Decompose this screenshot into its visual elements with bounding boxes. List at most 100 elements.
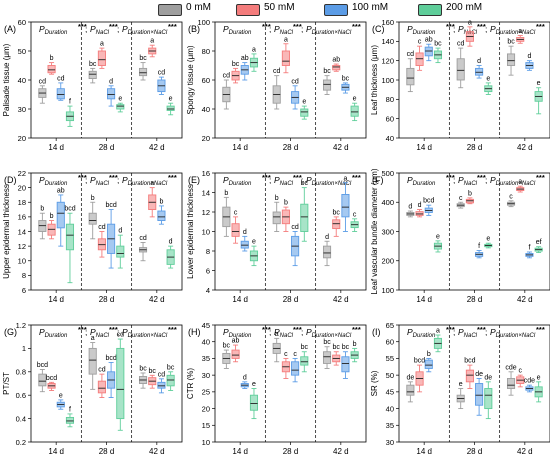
x-tick-label: 28 d — [467, 447, 483, 456]
y-tick-label: 30 — [386, 438, 394, 447]
significance-letter: d — [109, 78, 113, 85]
panel-label: (H) — [188, 327, 201, 337]
legend-label: 200 mM — [446, 2, 483, 13]
y-axis-label: Upper epidermal thickness — [2, 184, 11, 279]
x-tick-label: 42 d — [517, 143, 533, 152]
panel-e: 4 6 8 10 12 14 16 Lower epidermal thickness(E) 1… — [186, 169, 367, 304]
p-nacl-label: PNaCl — [458, 175, 478, 187]
x-tick-label: 14 d — [416, 447, 432, 456]
stat-separator: ; — [453, 24, 455, 34]
significance-letter: e — [486, 236, 490, 243]
panel-d: 6 8 10 12 14 16 18 20 22 Upper epidermal thicknes… — [2, 169, 183, 304]
significance-letter: b — [224, 190, 228, 197]
significance-letter: bc — [301, 344, 309, 351]
y-axis-label: SR (%) — [370, 370, 379, 396]
significance-letter: c — [459, 195, 463, 202]
y-tick-label: 30 — [202, 371, 210, 380]
box-0-mm — [506, 53, 516, 66]
y-tick-label: 100 — [381, 286, 394, 295]
box-200-mm — [65, 416, 75, 424]
box-0-mm — [322, 79, 332, 91]
p-duration-stars: *** — [262, 22, 271, 31]
y-tick-label: 160 — [381, 18, 394, 27]
significance-letter: bc — [89, 61, 97, 68]
y-tick-label: 10 — [202, 438, 210, 447]
p-nacl-stars: *** — [293, 325, 302, 334]
legend-swatch — [158, 4, 182, 16]
significance-letter: e — [118, 96, 122, 103]
x-tick-label: 14 d — [416, 295, 432, 304]
box-0-mm — [456, 58, 465, 81]
y-tick-label: 400 — [381, 198, 394, 207]
legend-label: 0 mM — [186, 2, 211, 13]
panel-label: (D) — [4, 175, 17, 185]
significance-letter: b — [468, 190, 472, 197]
significance-letter: a — [518, 28, 522, 35]
y-tick-label: 1 — [22, 344, 26, 353]
y-tick-label: 60 — [18, 18, 26, 27]
x-tick-label: 42 d — [517, 295, 533, 304]
y-tick-label: 40 — [18, 76, 26, 85]
x-tick-label: 28 d — [99, 447, 115, 456]
box-50-mm — [47, 65, 56, 74]
significance-letter: e — [537, 80, 541, 87]
box-50-mm — [415, 52, 424, 66]
significance-letter: cd — [57, 75, 65, 82]
p-nacl-stars: *** — [477, 325, 486, 334]
significance-letter: bc — [323, 68, 331, 75]
p-duration-label: PDuration — [407, 175, 436, 187]
y-tick-label: 55 — [386, 354, 394, 363]
p-interaction-label: PDuration×NaCl — [490, 327, 536, 339]
box-100-mm — [240, 240, 249, 249]
significance-letter: bc — [139, 55, 147, 62]
significance-letter: b — [284, 200, 288, 207]
panel-label: (B) — [188, 24, 200, 34]
p-nacl-stars: *** — [293, 22, 302, 31]
y-tick-label: 20 — [202, 404, 210, 413]
p-duration-stars: *** — [78, 325, 87, 334]
p-interaction-stars: *** — [352, 325, 361, 334]
stat-separator: ; — [117, 24, 119, 34]
y-tick-label: 35 — [202, 354, 210, 363]
box-100-mm — [291, 361, 300, 376]
significance-letter: cd — [273, 68, 281, 75]
box-50-mm — [231, 223, 240, 237]
box-200-mm — [65, 223, 75, 251]
panel-h: 10 15 20 25 30 35 40 45 CTR (%) (H) 14 d 28 d 42 d PD… — [186, 321, 367, 456]
y-tick-label: 25 — [202, 388, 210, 397]
significance-letter: a — [468, 19, 472, 26]
significance-letter: c — [353, 211, 357, 218]
panel-c: 40 60 80 100 120 140 160 Leaf thickness (μm) (C)… — [370, 18, 550, 152]
p-interaction-label: PDuration×NaCl — [306, 24, 352, 36]
y-tick-label: 50 — [18, 47, 26, 56]
p-duration-label: PDuration — [223, 175, 252, 187]
significance-letter: d — [477, 58, 481, 65]
x-tick-label: 14 d — [416, 143, 432, 152]
box-0-mm — [322, 351, 332, 364]
y-tick-label: 60 — [202, 76, 210, 85]
significance-letter: cd — [98, 367, 106, 374]
stat-separator: ; — [301, 327, 303, 337]
y-tick-label: 300 — [381, 227, 394, 236]
panel-a: 20 30 40 50 60 Palisade tissue (μm) (A) 14 d 28 … — [2, 18, 183, 152]
y-tick-label: 45 — [386, 388, 394, 397]
significance-letter: cde — [524, 378, 535, 385]
box-100-mm — [475, 67, 484, 76]
significance-letter: bcd — [46, 375, 57, 382]
box-0-mm — [38, 373, 47, 387]
significance-letter: a — [100, 41, 104, 48]
box-200-mm — [350, 105, 359, 117]
significance-letter: d — [408, 204, 412, 211]
x-tick-label: 42 d — [149, 295, 165, 304]
significance-letter: a — [150, 38, 154, 45]
significance-letter: ab — [232, 338, 240, 345]
significance-letter: a — [91, 335, 95, 342]
y-tick-label: 12 — [18, 242, 26, 251]
significance-letter: bc — [167, 364, 175, 371]
x-tick-label: 42 d — [517, 447, 533, 456]
significance-letter: b — [40, 206, 44, 213]
significance-letter: d — [325, 234, 329, 241]
box-200-mm — [300, 356, 309, 366]
stat-separator: ; — [117, 327, 119, 337]
